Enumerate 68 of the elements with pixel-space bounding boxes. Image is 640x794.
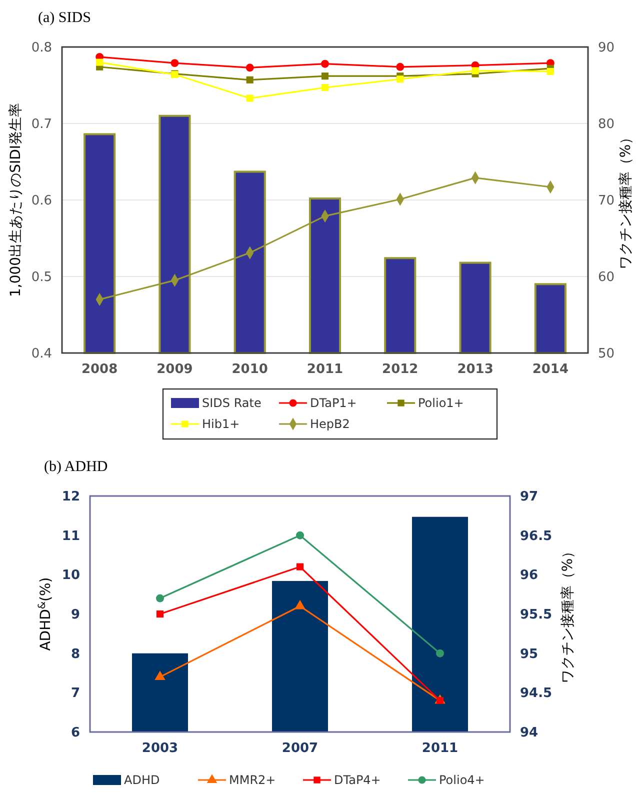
y2-tick-label: 94 bbox=[520, 726, 538, 741]
y-tick-label: 0.5 bbox=[31, 270, 52, 286]
legend-label: DTaP4+ bbox=[334, 773, 381, 788]
point bbox=[246, 64, 254, 72]
legend-label: DTaP1+ bbox=[310, 396, 357, 410]
y2-tick-label: 94.5 bbox=[520, 686, 552, 702]
chart-title: (a) SIDS bbox=[38, 10, 91, 26]
y-tick-label: 0.4 bbox=[31, 346, 52, 362]
x-tick-label: 2003 bbox=[142, 741, 178, 756]
y-tick-label: 10 bbox=[62, 568, 80, 584]
y2-tick-label: 90 bbox=[598, 40, 615, 56]
legend-label: SIDS Rate bbox=[202, 396, 262, 410]
point bbox=[246, 94, 254, 102]
y-tick-label: 0.7 bbox=[31, 117, 52, 132]
point bbox=[321, 60, 329, 68]
y2-tick-label: 96.5 bbox=[520, 528, 552, 544]
point bbox=[294, 600, 306, 610]
legend-label: MMR2+ bbox=[229, 773, 276, 788]
point bbox=[396, 62, 404, 71]
x-tick-label: 2012 bbox=[382, 362, 418, 377]
point bbox=[296, 531, 304, 540]
point bbox=[156, 594, 164, 602]
x-tick-label: 2014 bbox=[532, 362, 569, 377]
y-tick-label: 0.8 bbox=[31, 40, 52, 56]
x-tick-label: 2009 bbox=[156, 362, 193, 377]
y-tick-label: 6 bbox=[70, 726, 80, 741]
y2-tick-label: 96 bbox=[520, 568, 538, 584]
y2-tick-label: 95 bbox=[520, 646, 538, 662]
legend-label: Polio4+ bbox=[439, 773, 485, 788]
y2-tick-label: 95.5 bbox=[520, 608, 552, 623]
point bbox=[321, 72, 329, 80]
y-tick-label: 11 bbox=[62, 528, 80, 544]
y2-tick-label: 60 bbox=[598, 270, 615, 286]
y-tick-label: 9 bbox=[70, 608, 80, 623]
x-tick-label: 2010 bbox=[232, 362, 268, 377]
point bbox=[170, 59, 179, 68]
y-tick-label: 12 bbox=[62, 490, 80, 505]
legend-label: HepB2 bbox=[310, 417, 350, 432]
chart-title: (b) ADHD bbox=[44, 459, 108, 475]
point bbox=[436, 649, 444, 658]
y2-tick-label: 80 bbox=[598, 117, 615, 132]
point bbox=[246, 76, 254, 84]
legend-label: Hib1+ bbox=[202, 417, 240, 432]
x-tick-label: 2011 bbox=[422, 741, 458, 756]
x-tick-label: 2008 bbox=[81, 362, 118, 377]
point bbox=[396, 76, 404, 83]
point bbox=[96, 58, 104, 66]
y2-tick-label: 70 bbox=[598, 194, 615, 209]
y2-axis-title: ワクチン接種率（%） bbox=[560, 544, 576, 684]
y-tick-label: 8 bbox=[70, 646, 80, 662]
y-axis-title: 1,000出生あたりのSIDI発生率 bbox=[8, 102, 24, 298]
point bbox=[154, 670, 166, 680]
y2-axis-title: ワクチン接種率（%） bbox=[618, 130, 634, 270]
x-tick-label: 2007 bbox=[282, 741, 318, 756]
y2-tick-label: 97 bbox=[520, 490, 538, 505]
legend-label: Polio1+ bbox=[418, 396, 464, 410]
point bbox=[296, 563, 304, 570]
point bbox=[156, 610, 164, 618]
point bbox=[321, 84, 329, 92]
y-tick-label: 7 bbox=[70, 686, 80, 702]
point bbox=[436, 696, 444, 704]
point bbox=[472, 67, 479, 74]
y-tick-label: 0.6 bbox=[31, 194, 52, 209]
x-tick-label: 2013 bbox=[457, 362, 494, 377]
point bbox=[546, 68, 554, 76]
y2-tick-label: 50 bbox=[598, 346, 615, 362]
legend-label: ADHD bbox=[124, 773, 160, 788]
x-tick-label: 2011 bbox=[306, 362, 344, 377]
